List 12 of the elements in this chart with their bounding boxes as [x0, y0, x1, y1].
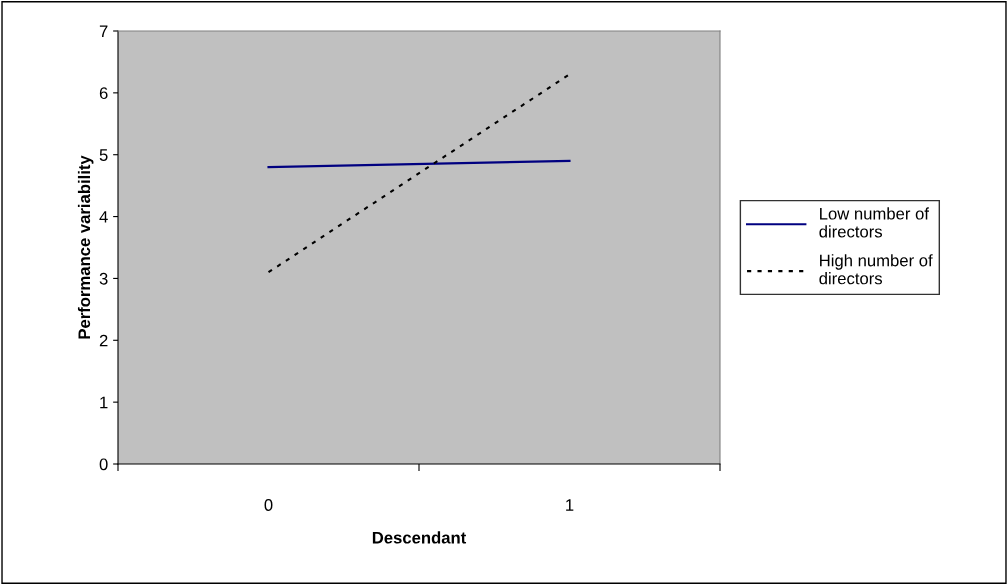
y-tick-label: 0 — [99, 458, 108, 471]
y-tick-label: 4 — [99, 211, 108, 223]
y-tick-label: 6 — [99, 87, 108, 100]
legend-label: Low number of directors — [819, 207, 929, 238]
y-tick-label: 5 — [99, 149, 108, 161]
y-tick-label: 2 — [99, 334, 108, 347]
legend-label: High number of directors — [819, 254, 933, 285]
y-tick-label: 1 — [100, 396, 108, 409]
y-axis-title: Performance variability — [77, 155, 94, 339]
x-axis-title: Descendant — [372, 531, 467, 544]
y-tick-label: 7 — [99, 25, 108, 38]
y-tick-label: 3 — [99, 272, 108, 285]
